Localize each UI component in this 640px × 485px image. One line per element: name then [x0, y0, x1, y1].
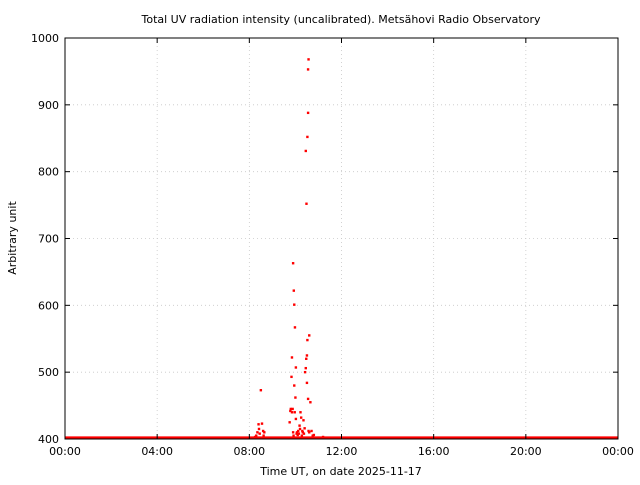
data-point [294, 396, 297, 399]
data-point [257, 423, 260, 426]
data-point [306, 397, 310, 401]
data-point [259, 389, 263, 392]
data-point [290, 375, 293, 379]
data-point [289, 407, 293, 411]
data-point [306, 338, 309, 342]
data-point [304, 149, 307, 153]
data-point [295, 432, 298, 435]
data-point [292, 289, 296, 292]
data-point [262, 434, 265, 437]
data-point [288, 421, 291, 424]
data-point [261, 429, 265, 433]
y-axis: 400 500 600 700 800 900 1000 [31, 32, 618, 446]
data-point [300, 434, 304, 437]
y-tick-label: 600 [38, 299, 59, 312]
data-point [260, 422, 264, 425]
data-point [307, 429, 310, 433]
y-tick-label: 1000 [31, 32, 59, 45]
x-tick-label: 04:00 [141, 445, 173, 458]
data-point [303, 427, 306, 430]
data-point [290, 411, 294, 414]
data-point [289, 409, 292, 413]
data-point [303, 370, 307, 374]
x-tick-label: 16:00 [418, 445, 450, 458]
data-point [321, 435, 325, 439]
x-tick-label: 12:00 [326, 445, 358, 458]
data-point [291, 431, 295, 434]
data-point [302, 432, 306, 435]
data-point [295, 431, 299, 434]
data-point [309, 401, 312, 404]
y-tick-label: 400 [38, 433, 59, 446]
data-point [293, 384, 296, 387]
x-axis: 00:00 04:00 08:00 12:00 16:00 20:00 00:00 [49, 38, 634, 458]
data-point [297, 432, 301, 435]
data-point [258, 432, 261, 435]
x-tick-label: 20:00 [510, 445, 542, 458]
chart-title: Total UV radiation intensity (uncalibrat… [141, 13, 541, 26]
data-point [256, 431, 259, 434]
data-point [305, 357, 308, 360]
y-tick-label: 900 [38, 99, 59, 112]
data-point [306, 68, 310, 71]
data-point [307, 58, 310, 61]
x-tick-label: 00:00 [49, 445, 81, 458]
data-point [293, 326, 297, 329]
data-point [291, 407, 294, 411]
data-point [302, 419, 305, 422]
data-point [305, 354, 309, 357]
y-tick-label: 700 [38, 233, 59, 246]
data-point [312, 433, 316, 437]
data-point [306, 135, 309, 139]
data-point [296, 433, 299, 437]
data-point [310, 429, 313, 433]
data-point [301, 429, 304, 433]
data-point [301, 431, 304, 434]
data-point [308, 431, 311, 434]
data-point [305, 381, 309, 385]
data-point [293, 303, 296, 306]
data-point [296, 429, 300, 433]
data-point [305, 202, 308, 205]
x-tick-label: 08:00 [233, 445, 265, 458]
data-point [291, 262, 295, 265]
data-point [304, 366, 307, 370]
data-point [294, 366, 298, 369]
y-tick-label: 800 [38, 166, 59, 179]
data-point [294, 417, 298, 421]
data-point [306, 111, 310, 115]
data-point [299, 411, 302, 414]
data-point [253, 435, 257, 439]
data-point [257, 427, 261, 431]
data-point [317, 436, 320, 439]
data-point [263, 431, 266, 434]
data-point [298, 427, 302, 431]
data-point [308, 334, 311, 337]
x-tick-label: 00:00 [602, 445, 634, 458]
data-point [298, 424, 301, 427]
data-point [299, 416, 303, 419]
data-point [292, 434, 295, 437]
grid [65, 38, 618, 439]
data-points [253, 58, 325, 439]
data-point [290, 356, 294, 359]
data-point [293, 411, 296, 414]
y-tick-label: 500 [38, 366, 59, 379]
y-axis-label: Arbitrary unit [6, 201, 19, 275]
data-point [255, 434, 258, 437]
x-axis-label: Time UT, on date 2025-11-17 [259, 465, 422, 478]
